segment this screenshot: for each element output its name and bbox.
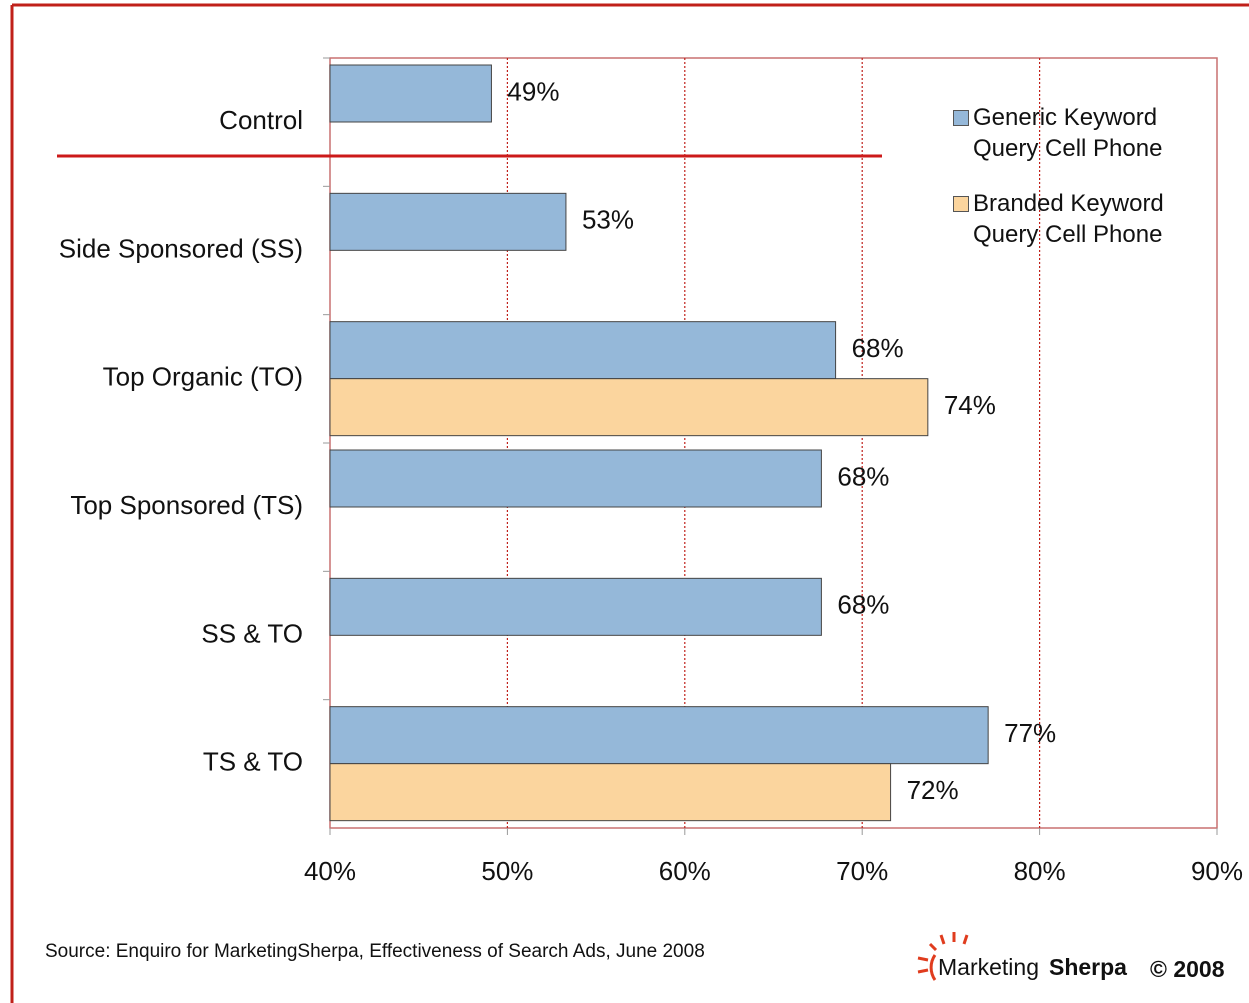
legend-label: Generic Keyword Query Cell Phone [973,104,1163,162]
x-tick-label: 90% [1191,856,1243,886]
x-tick-label: 80% [1014,856,1066,886]
source: Source: Enquiro for MarketingSherpa, Eff… [45,941,705,962]
bar [329,763,892,822]
logo-marketing: Marketing [938,954,1039,980]
data-label: 74% [944,390,996,420]
grid: 40% 50% 60% 70% 80% 90% Control Side Sponsored … [59,57,1243,886]
x-tick-label: 50% [481,856,533,886]
x-tick-label: 70% [836,856,888,886]
legend-swatch [953,196,969,212]
legend-label: Branded Keyword Query Cell Phone [973,190,1164,248]
bar [329,321,837,380]
y-tick-label: Top Sponsored (TS) [70,490,303,520]
data-label: 53% [582,205,634,235]
y-tick-label: TS & TO [203,747,303,777]
bar [329,192,567,251]
bars: 49% 53% 68% 74% 68% 68% 77% 72% [329,64,1056,822]
y-tick-label: Side Sponsored (SS) [59,233,303,263]
sun-icon [917,932,969,981]
data-label: 68% [837,461,889,491]
logo-sherpa: Sherpa [1049,954,1127,980]
y-tick-label: Control [219,105,303,135]
data-label: 72% [907,775,959,805]
data-label: 77% [1004,718,1056,748]
x-tick-label: 60% [659,856,711,886]
bar [329,449,822,508]
copyright: © 2008 [1150,956,1225,982]
data-label: 49% [507,76,559,106]
legend-swatch [953,110,969,126]
bar [329,378,929,437]
y-tick-label: Top Organic (TO) [103,362,303,392]
bar [329,577,822,636]
data-label: 68% [837,590,889,620]
y-tick-label: SS & TO [201,618,303,648]
bar [329,64,492,123]
x-tick-label: 40% [304,856,356,886]
data-label: 68% [852,333,904,363]
bar [329,706,989,765]
